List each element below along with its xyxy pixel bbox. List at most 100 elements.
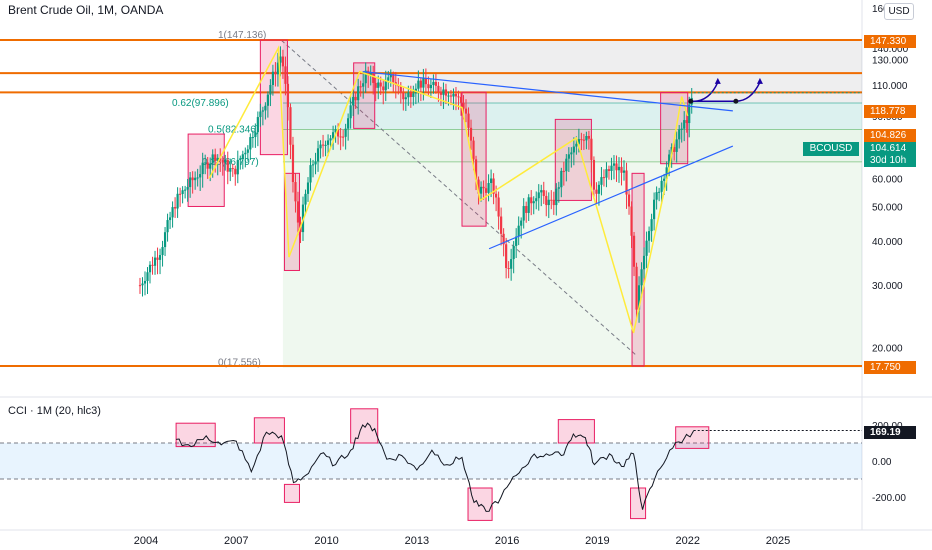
- candle-body: [141, 283, 144, 286]
- candle-body: [367, 70, 370, 76]
- candle-body: [211, 154, 214, 164]
- candle-body: [186, 187, 189, 190]
- candle-body: [382, 86, 385, 91]
- candle-body: [206, 162, 209, 169]
- cci-scale-label: -200.00: [872, 493, 906, 504]
- candle-body: [347, 118, 350, 129]
- candle-body: [249, 137, 252, 150]
- candle-body: [680, 128, 683, 130]
- price-scale-label: 50.000: [872, 202, 903, 213]
- candle-body: [607, 169, 611, 171]
- candle-body: [201, 162, 204, 175]
- candle-body: [184, 189, 187, 191]
- candle-body: [550, 199, 553, 201]
- candle-body: [226, 159, 229, 172]
- candle-body: [675, 139, 678, 152]
- price-scale-label: 20.000: [872, 344, 903, 355]
- candle-body: [254, 132, 257, 138]
- projection-dot: [733, 98, 739, 104]
- candle-body: [487, 183, 490, 193]
- fib-label: 1(147.136): [218, 30, 266, 41]
- candle-body: [464, 108, 468, 114]
- candle-body: [269, 84, 272, 95]
- candle-body: [424, 78, 427, 85]
- candle-body: [447, 95, 450, 97]
- fib-label: 0.62(97.896): [172, 98, 229, 109]
- projection-dot: [688, 98, 694, 104]
- candle-body: [477, 179, 480, 194]
- candle-body: [316, 148, 320, 162]
- time-axis-label: 2004: [134, 535, 158, 547]
- candle-body: [387, 77, 390, 81]
- candle-body: [251, 137, 254, 139]
- candle-body: [261, 110, 264, 112]
- highlight-box: [187, 133, 225, 207]
- zigzag-line: [208, 45, 689, 334]
- fib-zone-50: [282, 129, 862, 162]
- fib-label: 0(17.556): [218, 358, 261, 369]
- candle-body: [472, 140, 475, 160]
- resistance-trendline: [362, 71, 733, 112]
- candle-body: [239, 159, 242, 161]
- candle-body: [344, 128, 347, 137]
- candle-body: [309, 165, 312, 183]
- price-tag-17: 17.750: [864, 361, 916, 374]
- candle-body: [663, 178, 666, 181]
- projection-arrowhead: [756, 77, 763, 84]
- candle-body: [221, 160, 224, 163]
- candle-body: [492, 178, 495, 194]
- candle-body: [515, 236, 518, 246]
- candle-body: [688, 104, 691, 124]
- projection-arrowhead: [714, 77, 721, 84]
- candle-body: [540, 190, 543, 193]
- time-axis-label: 2007: [224, 535, 248, 547]
- candle-body: [522, 206, 525, 221]
- candle-body: [286, 83, 290, 108]
- candle-body: [507, 268, 510, 270]
- candle-body: [289, 107, 292, 145]
- candle-body: [615, 163, 618, 171]
- price-tag-104: 104.826: [864, 129, 916, 142]
- candle-body: [246, 149, 249, 153]
- candle-body: [166, 220, 169, 233]
- candle-body: [209, 163, 212, 169]
- candle-body: [392, 75, 395, 83]
- candle-body: [271, 71, 275, 85]
- candle-body: [176, 193, 179, 209]
- price-scale-label: 40.000: [872, 237, 903, 248]
- candle-body: [530, 197, 533, 204]
- candle-body: [148, 264, 152, 273]
- candle-body: [552, 199, 555, 206]
- candle-body: [502, 233, 505, 245]
- candle-body: [171, 207, 174, 218]
- candle-body: [291, 144, 295, 183]
- candle-body: [645, 240, 648, 256]
- candle-body: [570, 152, 573, 155]
- candle-body: [384, 80, 387, 91]
- candle-body: [437, 85, 440, 92]
- currency-button[interactable]: USD: [884, 3, 914, 20]
- last-price-tag: 104.614: [864, 142, 916, 155]
- candle-body: [673, 147, 676, 152]
- candle-body: [452, 93, 455, 97]
- candle-body: [402, 92, 405, 100]
- candle-body: [379, 82, 382, 87]
- candle-body: [497, 197, 500, 217]
- cci-highlight-box: [253, 417, 285, 444]
- candle-body: [244, 152, 247, 155]
- price-tag-147: 147.330: [864, 35, 916, 48]
- candle-body: [274, 71, 277, 75]
- symbol-tag: BCOUSD: [803, 142, 859, 156]
- cci-band: [0, 443, 862, 479]
- candle-body: [319, 144, 322, 149]
- candle-body: [489, 178, 493, 184]
- candle-body: [359, 86, 362, 88]
- time-axis-label: 2025: [766, 535, 790, 547]
- candle-body: [439, 91, 443, 95]
- candle-body: [259, 111, 262, 118]
- candle-body: [602, 177, 606, 179]
- candle-body: [236, 159, 239, 175]
- candle-body: [407, 92, 410, 98]
- candle-body: [505, 244, 508, 269]
